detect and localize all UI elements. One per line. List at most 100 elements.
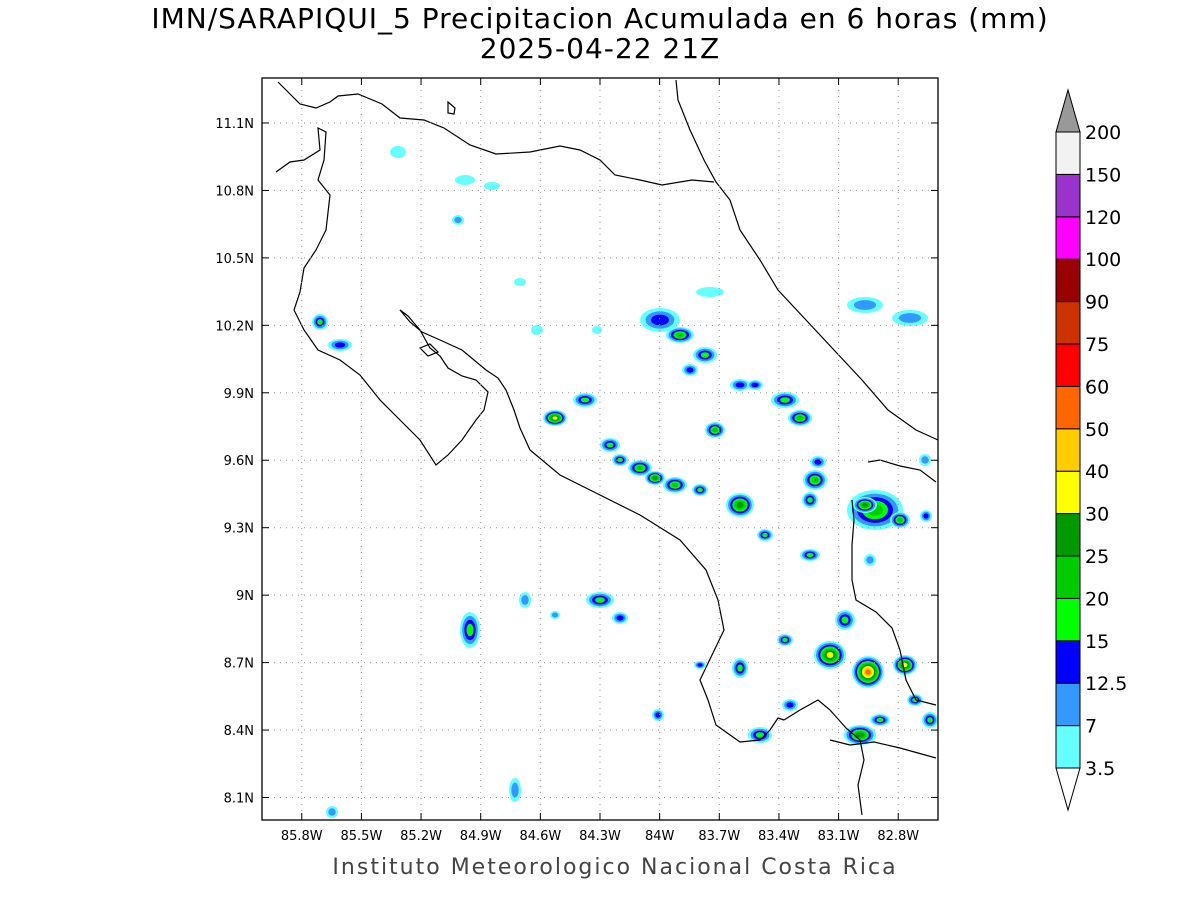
precip-cell — [514, 278, 526, 286]
precip-contour — [655, 712, 661, 718]
precip-cell — [919, 454, 931, 466]
precip-cell — [326, 806, 338, 818]
colorbar-swatch — [1055, 258, 1081, 303]
colorbar-swatch — [1055, 640, 1081, 684]
colorbar-label: 12.5 — [1085, 673, 1127, 695]
precip-cell — [705, 422, 725, 438]
precip-contour — [636, 465, 644, 471]
y-tick-label: 10.5N — [215, 252, 254, 267]
precip-contour — [736, 502, 744, 508]
colorbar-over-triangle — [1055, 88, 1081, 133]
caribbean-coast — [675, 79, 939, 441]
precip-contour — [334, 342, 346, 348]
precip-contour — [712, 427, 718, 433]
colorbar-label: 100 — [1085, 249, 1121, 271]
x-tick-label: 85.2W — [400, 829, 442, 844]
precip-contour — [592, 326, 602, 334]
colorbar-swatch — [1055, 597, 1081, 642]
map-title: IMN/SARAPIQUI_5 Precipitacion Acumulada … — [151, 2, 1049, 35]
colorbar-label: 7 — [1085, 716, 1097, 738]
precip-cell — [509, 778, 521, 802]
precip-cell — [730, 379, 750, 391]
precip-contour — [927, 717, 933, 723]
graticule — [262, 78, 938, 820]
x-tick-label: 84W — [645, 829, 675, 844]
colorbar-swatch — [1055, 301, 1081, 345]
y-tick-label: 11.1N — [215, 117, 254, 132]
precip-cell — [592, 326, 602, 334]
precip-contour — [923, 513, 929, 519]
precip-cell — [390, 146, 406, 158]
colorbar-legend: 3.5 7 12.5 15 20 25 30 40 50 60 75 90 100 120 150 200 — [1055, 88, 1127, 812]
precip-contour — [780, 397, 790, 403]
y-tick-label: 9.3N — [224, 522, 254, 537]
precip-cell — [573, 393, 597, 407]
precip-cell — [640, 308, 680, 332]
precipitation-cells — [312, 146, 938, 818]
precip-cell — [907, 694, 923, 706]
y-tick-label: 9N — [236, 589, 254, 604]
precip-contour — [786, 702, 794, 708]
colorbar-swatch — [1055, 513, 1081, 557]
precip-cell — [693, 347, 717, 363]
precip-cell — [771, 392, 799, 408]
precip-cell — [870, 714, 890, 726]
precip-cell — [748, 727, 772, 743]
colorbar-swatch — [1055, 173, 1081, 218]
precip-contour — [921, 456, 929, 464]
precip-contour — [580, 397, 590, 403]
panama-border — [851, 459, 937, 706]
gulf-nicoya-coast — [399, 309, 785, 743]
precip-cell — [543, 410, 567, 426]
y-tick-label: 10.2N — [215, 319, 254, 334]
colorbar-label: 150 — [1085, 164, 1121, 186]
map-subtitle-datetime: 2025-04-22 21Z — [479, 32, 721, 65]
precip-contour — [514, 278, 526, 286]
precip-cell — [484, 182, 500, 190]
precip-cell — [628, 460, 652, 476]
precip-contour — [782, 637, 788, 643]
y-tick-label: 8.1N — [224, 792, 254, 807]
precip-contour — [796, 415, 804, 421]
colorbar-swatch — [1055, 343, 1081, 387]
precip-contour — [856, 732, 864, 738]
precip-cell — [864, 554, 876, 566]
precip-contour — [651, 314, 669, 326]
precip-contour — [737, 664, 743, 672]
precip-cell — [920, 510, 932, 522]
precip-cell — [810, 456, 826, 468]
precip-cell — [757, 529, 773, 541]
precip-contour — [671, 482, 679, 488]
precip-cell — [328, 339, 352, 351]
precip-contour — [697, 487, 703, 493]
colorbar-swatch — [1055, 555, 1081, 599]
footer-credit: Instituto Meteorologico Nacional Costa R… — [332, 855, 898, 880]
colorbar-label: 15 — [1085, 631, 1109, 653]
pacific-coast-north — [275, 126, 489, 466]
precip-contour — [806, 552, 814, 558]
precip-cell — [696, 287, 724, 297]
y-tick-label: 10.8N — [215, 184, 254, 199]
precip-cell — [312, 314, 328, 330]
precip-contour — [865, 669, 871, 675]
precip-cell — [814, 641, 846, 669]
x-tick-label: 85.8W — [281, 829, 323, 844]
precip-contour — [862, 503, 868, 507]
colorbar-label: 40 — [1085, 461, 1109, 483]
precip-cell — [586, 592, 614, 608]
colorbar-swatch — [1055, 385, 1081, 430]
burica-coast — [829, 739, 937, 759]
precip-contour — [686, 367, 694, 373]
precip-cell — [460, 612, 480, 648]
precip-contour — [521, 595, 529, 605]
precip-contour — [826, 652, 834, 658]
colorbar-label: 3.5 — [1085, 758, 1115, 780]
precip-cell — [732, 658, 748, 678]
precip-contour — [853, 300, 877, 310]
precip-cell — [922, 712, 938, 728]
colorbar-label: 50 — [1085, 419, 1109, 441]
x-tick-label: 82.8W — [877, 829, 919, 844]
precip-cell — [600, 438, 620, 452]
precip-contour — [454, 216, 462, 224]
precip-cell — [652, 709, 664, 721]
